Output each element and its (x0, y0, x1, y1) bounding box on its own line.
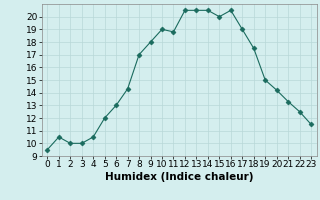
X-axis label: Humidex (Indice chaleur): Humidex (Indice chaleur) (105, 172, 253, 182)
